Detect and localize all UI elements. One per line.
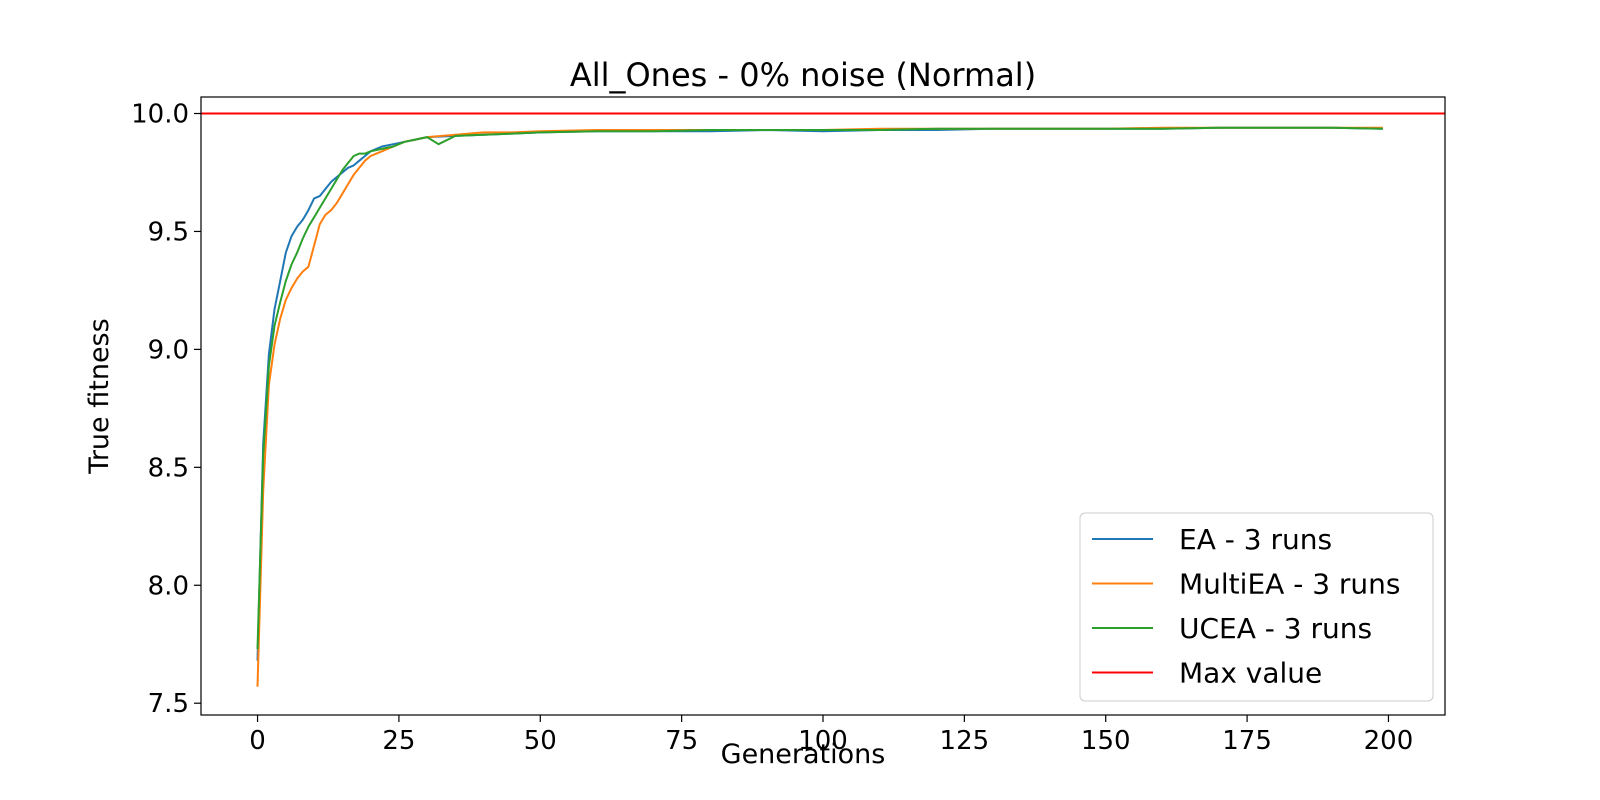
legend-label-3: UCEA - 3 runs: [1179, 612, 1372, 645]
y-tick-label: 10.0: [131, 100, 189, 130]
plot-area: [201, 112, 1445, 687]
x-tick-label: 150: [1081, 726, 1131, 756]
legend-label-1: EA - 3 runs: [1179, 523, 1332, 556]
legend: EA - 3 runs MultiEA - 3 runs UCEA - 3 runs…: [1079, 512, 1434, 702]
x-tick-label: 100: [798, 726, 848, 756]
x-tick-label: 125: [940, 726, 990, 756]
x-tick-label: 75: [665, 726, 698, 756]
x-tick-label: 50: [524, 726, 557, 756]
series-line-3: [256, 126, 1383, 650]
x-axis-title: Generations: [721, 739, 886, 770]
x-tick-label: 0: [249, 726, 266, 756]
legend-box: [1079, 512, 1434, 702]
legend-label-4: Max value: [1179, 657, 1322, 690]
y-tick-label: 7.5: [148, 689, 189, 719]
y-tick-label: 9.0: [148, 335, 189, 365]
y-tick-label: 8.0: [148, 571, 189, 601]
chart-title: All_Ones - 0% noise (Normal): [570, 56, 1036, 94]
legend-label-2: MultiEA - 3 runs: [1179, 568, 1401, 601]
x-tick-label: 25: [382, 726, 415, 756]
axes: 0 25 50 75 100 125 150 175 200 7.5 8.0 8.5 9.0 9.5 10.…: [131, 96, 1446, 756]
y-tick-label: 8.5: [148, 453, 189, 483]
x-tick-label: 200: [1364, 726, 1414, 756]
y-tick-label: 9.5: [148, 217, 189, 247]
x-tick-label: 175: [1222, 726, 1272, 756]
y-axis-title: True fitness: [84, 318, 115, 474]
